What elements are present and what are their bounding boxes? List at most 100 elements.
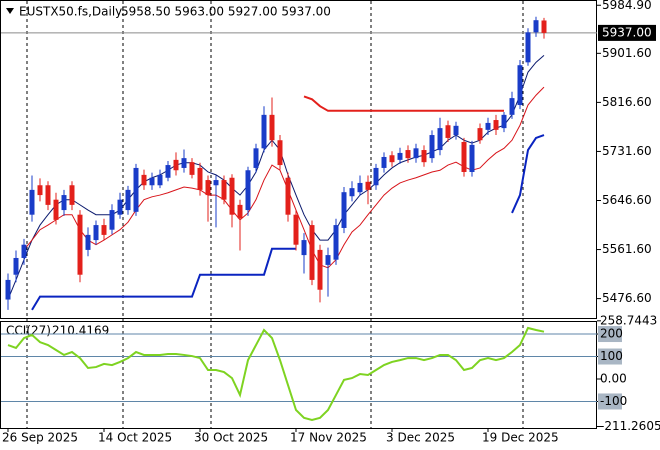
y-tick-label: 100 [600, 349, 623, 363]
y-tick-box [598, 348, 622, 365]
candle-body [133, 167, 139, 212]
y-tick-label: 5476.60 [602, 291, 652, 305]
candle-body [53, 199, 59, 220]
indicator-line [7, 55, 545, 300]
candle-body [245, 170, 251, 211]
y-tick-label: 5731.60 [602, 144, 652, 158]
candle-body [13, 257, 19, 275]
y-tick-label: 0.00 [600, 371, 627, 385]
candle-body [269, 114, 275, 141]
y-tick-label: -100 [600, 394, 627, 408]
candle-body [77, 214, 83, 275]
y-tick-label: 5561.60 [602, 242, 652, 256]
candle-body [197, 167, 203, 190]
candle-body [117, 199, 123, 215]
candle-body [509, 98, 515, 115]
indicator-line [23, 86, 545, 269]
candle-body [317, 249, 323, 290]
y-tick-label: 5901.60 [602, 46, 652, 60]
candle-body [61, 195, 67, 211]
candle-body [397, 152, 403, 160]
candle-body [157, 174, 163, 186]
current-price-box [598, 24, 656, 41]
candle-body [405, 150, 411, 159]
main-panel-frame [0, 0, 597, 319]
candle-body [109, 210, 115, 230]
candle-body [533, 20, 539, 33]
candle-body [389, 155, 395, 163]
candle-body [45, 185, 51, 205]
candle-body [101, 225, 107, 235]
candle-body [445, 125, 451, 138]
candle-body [181, 158, 187, 168]
indicator-line [31, 134, 545, 311]
candle-body [453, 125, 459, 136]
candle-body [237, 204, 243, 219]
candle-body [333, 225, 339, 260]
candle-body [357, 182, 363, 193]
candle-body [149, 177, 155, 186]
candle-body [93, 225, 99, 241]
candle-body [517, 65, 523, 106]
candle-body [189, 162, 195, 175]
candle-body [277, 140, 283, 166]
candle-body [349, 188, 355, 197]
candle-body [421, 150, 427, 163]
candle-body [381, 156, 387, 168]
candle-body [437, 128, 443, 151]
current-price-label: 5937.00 [602, 25, 652, 39]
indicator-line [303, 95, 504, 112]
x-tick-label: 3 Dec 2025 [386, 431, 455, 445]
candle-body [205, 180, 211, 196]
candle-body [261, 114, 267, 149]
y-tick-label: 200 [600, 327, 623, 341]
candle-body [325, 255, 331, 265]
candle-body [493, 120, 499, 130]
y-tick-label: 258.7443 [600, 313, 657, 327]
ohlc-readout: 5958.50 5963.00 5927.00 5937.00 [121, 5, 331, 19]
candle-body [429, 135, 435, 159]
candle-body [221, 180, 227, 200]
cci-readout: 210.4169 [52, 324, 109, 338]
candle-body [373, 167, 379, 186]
candle-body [301, 240, 307, 256]
candle-body [309, 225, 315, 280]
candle-body [341, 192, 347, 228]
candle-body [165, 165, 171, 178]
x-tick-label: 17 Nov 2025 [290, 431, 367, 445]
candle-body [501, 114, 507, 129]
candle-body [37, 185, 43, 196]
candle-body [413, 148, 419, 159]
cci-panel-frame [0, 321, 597, 429]
candle-body [485, 122, 491, 130]
candle-body [85, 234, 91, 250]
candle-body [125, 189, 131, 211]
candle-body [285, 177, 291, 215]
y-tick-box [598, 393, 622, 410]
chart-title: EUSTX50.fs,Daily [19, 5, 122, 19]
candle-body [541, 20, 547, 33]
candle-body [21, 244, 27, 258]
collapse-arrow [6, 8, 14, 14]
candle-body [469, 144, 475, 172]
candle-body [365, 181, 371, 190]
y-tick-box [598, 326, 622, 343]
y-tick-label: 5646.60 [602, 193, 652, 207]
y-tick-label: 5816.60 [602, 95, 652, 109]
candle-body [213, 180, 219, 186]
candle-body [525, 32, 531, 63]
candle-body [141, 174, 147, 186]
candle-body [69, 185, 75, 205]
candle-body [5, 279, 11, 300]
candle-body [293, 214, 299, 245]
x-tick-label: 14 Oct 2025 [98, 431, 172, 445]
x-tick-label: 30 Oct 2025 [194, 431, 268, 445]
candle-body [461, 141, 467, 172]
x-tick-label: 19 Dec 2025 [482, 431, 559, 445]
cci-line [7, 326, 545, 421]
candle-body [477, 128, 483, 141]
candle-body [229, 177, 235, 215]
candle-body [29, 189, 35, 215]
